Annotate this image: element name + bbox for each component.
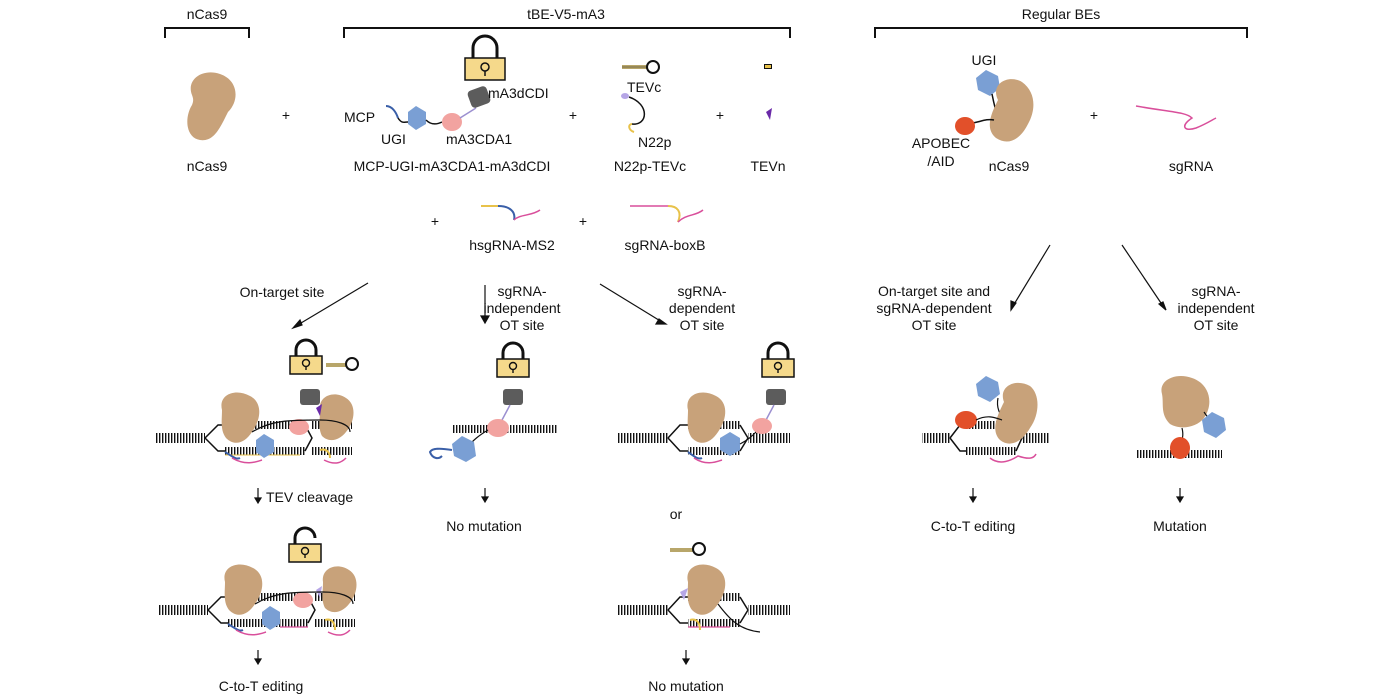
header-tbe: tBE-V5-mA3 xyxy=(343,6,791,38)
regular-be-complex xyxy=(955,70,1034,142)
scene-on-target xyxy=(155,338,359,464)
sg-indep-label-2: independent xyxy=(483,300,560,316)
sgrna-boxb-label: sgRNA-boxB xyxy=(625,237,706,253)
ncas9-protein xyxy=(989,79,1034,142)
ma3dcdi-label: mA3dCDI xyxy=(488,85,549,101)
ncas9-protein xyxy=(187,72,236,141)
reg-indep-label-1: sgRNA- xyxy=(1191,283,1240,299)
plus-1: + xyxy=(282,107,290,123)
mcp-ugi-construct xyxy=(385,86,491,131)
n22p-tevc-construct xyxy=(621,93,646,133)
plus-5: + xyxy=(579,213,587,229)
ma3cda1-ellipse xyxy=(442,113,462,131)
mcp-full-label: MCP-UGI-mA3CDA1-mA3dCDI xyxy=(354,158,551,174)
reg-ncas9-label: nCas9 xyxy=(989,158,1030,174)
reg-indep-label-3: OT site xyxy=(1194,317,1239,333)
hsgrna-ms2 xyxy=(481,205,541,221)
c-to-t-reg-label: C-to-T editing xyxy=(931,518,1016,534)
ugi-label: UGI xyxy=(381,131,406,147)
n22p-tevc-label: N22p-TEVc xyxy=(614,158,686,174)
reg-on-label-2: sgRNA-dependent xyxy=(876,300,991,316)
sgrna-boxb xyxy=(630,205,704,223)
ugi-hexagon xyxy=(976,70,1000,96)
key-icon xyxy=(622,60,660,74)
header-ncas9-label: nCas9 xyxy=(187,6,228,22)
sg-indep-label-1: sgRNA- xyxy=(497,283,546,299)
no-mutation-1-label: No mutation xyxy=(446,518,521,534)
lock-icon xyxy=(464,34,506,81)
tev-cleavage-label: TEV cleavage xyxy=(266,489,353,505)
scene-regular-indep xyxy=(1136,375,1226,459)
no-mutation-2-label: No mutation xyxy=(648,678,723,694)
tevn-label: TEVn xyxy=(750,158,785,174)
lock-icon xyxy=(761,341,795,378)
reg-ugi-label: UGI xyxy=(972,52,997,68)
unlocked-lock-icon xyxy=(288,526,322,563)
reg-apobec-label-2: /AID xyxy=(927,153,954,169)
pathway-arrows xyxy=(253,244,1185,666)
sg-dep-label-3: OT site xyxy=(680,317,725,333)
hsgrna-label: hsgRNA-MS2 xyxy=(469,237,555,253)
header-regular-label: Regular BEs xyxy=(1022,6,1101,22)
plus-6: + xyxy=(1090,107,1098,123)
key-icon xyxy=(670,542,706,556)
ncas9-label: nCas9 xyxy=(187,158,228,174)
ma3cda1-label: mA3CDA1 xyxy=(446,131,512,147)
or-label: or xyxy=(670,506,683,522)
reg-on-label-1: On-target site and xyxy=(878,283,990,299)
tevc-label: TEVc xyxy=(627,79,661,95)
sg-dep-label-2: dependent xyxy=(669,300,735,316)
ugi-hexagon xyxy=(408,106,426,130)
scene-after-cleavage xyxy=(158,526,357,636)
key-icon xyxy=(326,357,359,371)
n22p-label: N22p xyxy=(638,134,672,150)
reg-sgrna xyxy=(1135,105,1217,130)
scene-or-key xyxy=(618,542,790,633)
mcp-label: MCP xyxy=(344,109,375,125)
scene-sg-independent xyxy=(428,341,558,462)
ma3dcdi-box xyxy=(467,86,491,108)
reg-apobec-label-1: APOBEC xyxy=(912,135,970,151)
tevn-fragment xyxy=(764,64,772,120)
reg-on-label-3: OT site xyxy=(912,317,957,333)
reg-sgrna-label: sgRNA xyxy=(1169,158,1214,174)
plus-3: + xyxy=(716,107,724,123)
plus-4: + xyxy=(431,213,439,229)
plus-2: + xyxy=(569,107,577,123)
scene-regular-on xyxy=(922,376,1050,463)
apobec-ellipse xyxy=(955,117,975,135)
on-target-label: On-target site xyxy=(240,284,325,300)
header-regular: Regular BEs xyxy=(874,6,1248,38)
mutation-label: Mutation xyxy=(1153,518,1207,534)
reg-indep-label-2: independent xyxy=(1177,300,1254,316)
header-ncas9: nCas9 xyxy=(164,6,250,38)
header-tbe-label: tBE-V5-mA3 xyxy=(527,6,605,22)
c-to-t-1-label: C-to-T editing xyxy=(219,678,304,694)
scene-sg-dependent xyxy=(618,341,795,464)
lock-icon xyxy=(289,338,323,375)
lock-icon xyxy=(496,341,530,378)
sg-dep-label-1: sgRNA- xyxy=(677,283,726,299)
sg-indep-label-3: OT site xyxy=(500,317,545,333)
